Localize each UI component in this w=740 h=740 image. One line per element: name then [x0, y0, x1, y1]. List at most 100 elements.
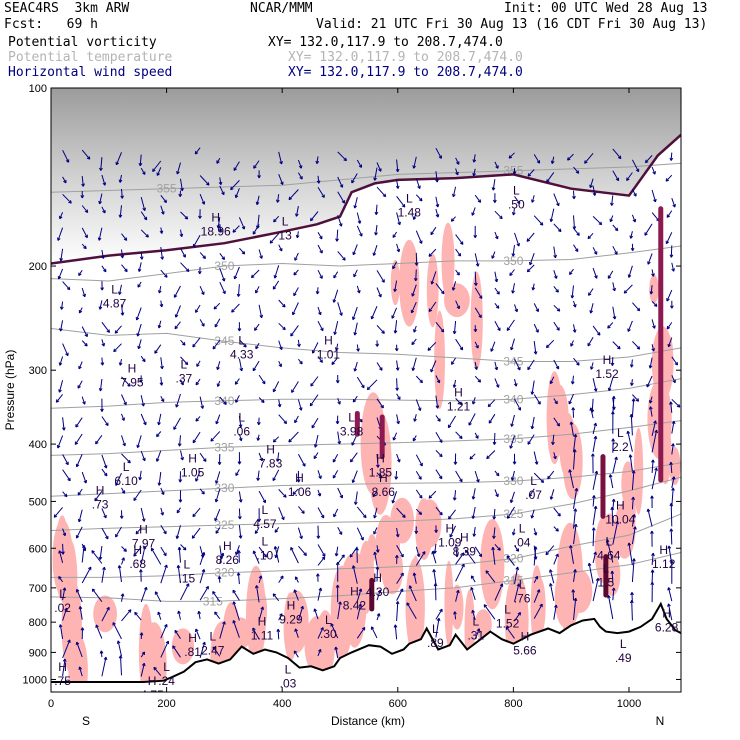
wind-vector [667, 587, 673, 602]
wind-vector [666, 322, 673, 330]
pv-extremum-value: 8.26 [216, 553, 240, 567]
pv-extremum-kind: L [163, 660, 170, 674]
field-name-pv: Potential vorticity [8, 35, 157, 50]
wind-vector [214, 318, 221, 328]
wind-vector [335, 561, 340, 582]
isentrope-label: 320 [503, 552, 523, 566]
wind-vector [533, 575, 539, 584]
pv-extremum-kind: H [128, 362, 137, 376]
wind-vector [514, 304, 519, 313]
wind-vector [350, 452, 358, 463]
wind-vector [192, 234, 201, 248]
wind-vector [256, 434, 261, 441]
wind-vector [527, 359, 535, 371]
wind-vector [572, 190, 576, 200]
wind-vector [77, 509, 83, 523]
wind-vector [671, 262, 675, 272]
terrain-layer [51, 601, 681, 692]
wind-vector [644, 155, 653, 164]
wind-vector [415, 546, 421, 558]
plot-frame [50, 87, 682, 693]
wind-vector [214, 509, 221, 522]
wind-vector [667, 603, 673, 621]
wind-vector [533, 341, 538, 355]
wind-vector [317, 489, 322, 497]
wind-vector [415, 375, 423, 384]
pv-extremum-kind: H [287, 599, 296, 613]
valid-time: Valid: 21 UTC Fri 30 Aug 13 (16 CDT Fri … [316, 17, 708, 32]
wind-vector [172, 645, 181, 658]
pv-extremum-kind: L [519, 577, 526, 591]
wind-vector [352, 395, 358, 403]
wind-vector [549, 208, 555, 223]
wind-vector [671, 375, 676, 384]
wind-vector [570, 375, 575, 385]
wind-vector [160, 624, 168, 639]
wind-vector [671, 443, 675, 455]
wind-vector [415, 454, 423, 467]
wind-vector [101, 174, 107, 186]
wind-vector [474, 375, 482, 383]
isentrope-line [51, 462, 681, 497]
wind-vector [374, 224, 378, 236]
pv-extremum: L.02 [54, 587, 71, 615]
pv-extremum-kind: H [133, 543, 142, 557]
y-tick-label: 800 [29, 617, 47, 629]
wind-vector [351, 470, 358, 483]
wind-vector [411, 338, 417, 346]
wind-vector [474, 194, 482, 203]
wind-vector [237, 322, 242, 332]
wind-vector [235, 469, 240, 477]
wind-vector [278, 575, 284, 583]
wind-vector [494, 361, 499, 371]
wind-vector [140, 229, 149, 238]
wind-vector [157, 320, 162, 329]
wind-vector [59, 320, 64, 332]
wind-vector [648, 396, 653, 404]
wind-vector [191, 527, 201, 539]
wind-vector [589, 178, 594, 188]
wind-vector [136, 323, 142, 337]
wind-vector [57, 268, 64, 280]
wind-vector [81, 287, 86, 298]
wind-vector [435, 415, 441, 422]
wind-vector [118, 655, 123, 676]
wind-vector [671, 198, 676, 208]
wind-vector [252, 627, 260, 640]
wind-vector [180, 211, 189, 220]
pv-extremum-value: .02 [54, 601, 71, 615]
wind-vector [238, 217, 246, 230]
wind-vector [294, 628, 299, 638]
wind-vector [351, 173, 358, 184]
wind-vector [254, 323, 260, 331]
wind-vector [213, 302, 221, 310]
wind-vector [95, 435, 103, 445]
wind-vector [494, 489, 499, 498]
wind-vector [180, 379, 184, 386]
wind-vector [256, 417, 261, 426]
pv-shade-blob [342, 552, 367, 648]
wind-streak-layer [354, 206, 664, 612]
wind-vector [78, 307, 83, 314]
pv-extremum: H9.29 [279, 599, 303, 627]
wind-vector [138, 154, 143, 167]
field-xy-theta: XY= 132.0,117.9 to 208.7,474.0 [288, 50, 523, 65]
wind-vector [592, 577, 600, 602]
wind-vector [471, 488, 476, 500]
wind-vector [219, 396, 227, 405]
wind-vector [494, 470, 500, 477]
wind-vector [533, 546, 538, 566]
wind-vector [630, 243, 635, 251]
wind-vector [455, 248, 462, 257]
wind-vector [294, 415, 299, 424]
wind-vector [80, 190, 85, 199]
wind-vector [570, 285, 575, 299]
wind-vector [101, 566, 106, 583]
wind-vector [396, 393, 401, 400]
wind-vector [669, 245, 674, 258]
wind-vector [140, 507, 146, 522]
wind-vector [57, 227, 64, 241]
pv-extremum: L1.5 [598, 562, 615, 590]
wind-vector [491, 179, 496, 191]
wind-vector [333, 320, 339, 335]
